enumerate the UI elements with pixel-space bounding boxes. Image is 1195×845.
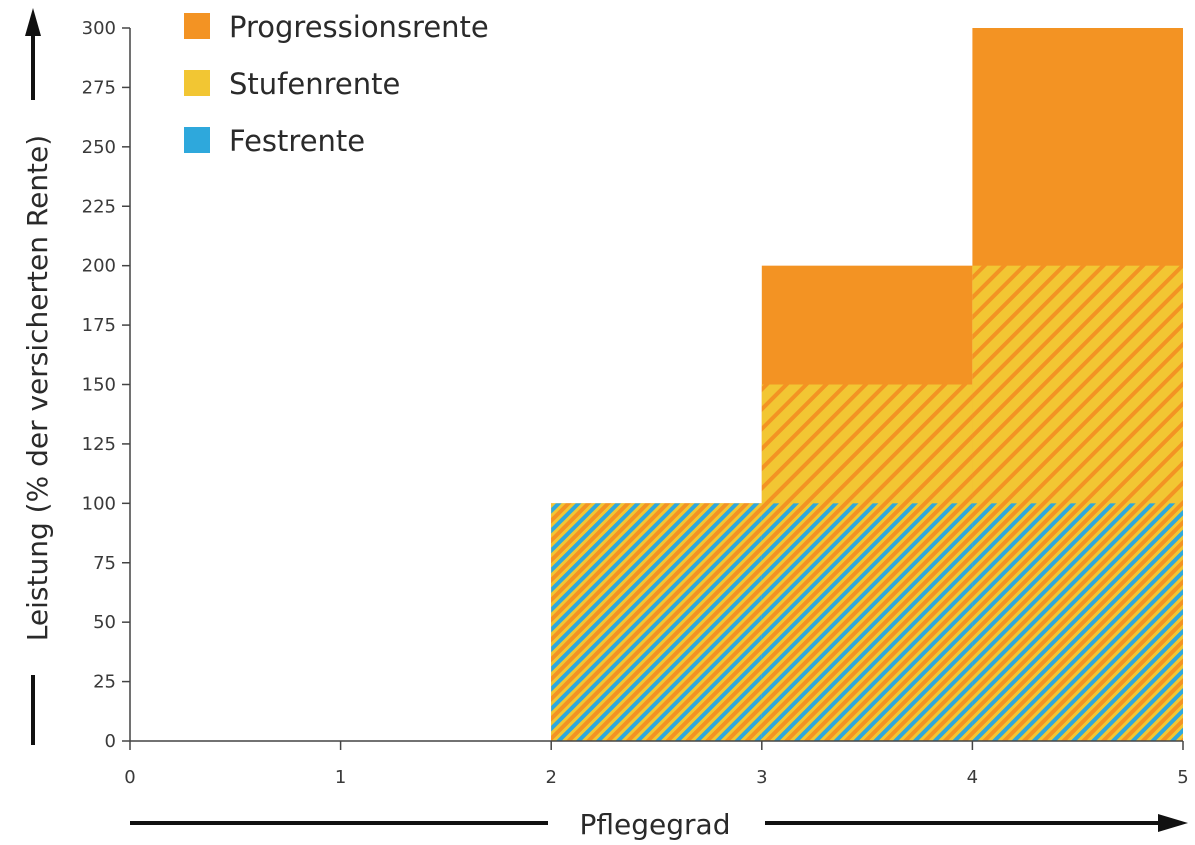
area-festrente-segment [972,503,1183,741]
y-tick-label: 50 [93,612,116,633]
y-tick-label: 300 [82,18,116,39]
x-tick-label: 2 [545,767,556,788]
x-ticks: 0 1 2 3 4 5 [124,741,1189,788]
x-tick-label: 3 [756,767,767,788]
legend-swatch-festrente [184,127,210,153]
y-tick-label: 75 [93,553,116,574]
x-axis-title: Pflegegrad [580,808,731,841]
legend-label-festrente: Festrente [229,124,365,158]
legend: Progressionsrente Stufenrente Festrente [184,10,489,158]
y-tick-label: 125 [82,434,116,455]
area-festrente-segment [761,503,973,741]
y-tick-label: 100 [82,493,116,514]
x-tick-label: 5 [1177,767,1188,788]
y-tick-label: 200 [82,256,116,277]
y-axis-title-group: Leistung (% der versicherten Rente) [21,8,54,745]
x-tick-label: 0 [124,767,135,788]
y-tick-label: 150 [82,375,116,396]
x-arrow-head-icon [1158,814,1188,832]
y-tick-label: 250 [82,137,116,158]
area-festrente-segment [551,503,762,741]
legend-label-progressionsrente: Progressionsrente [229,10,489,44]
legend-swatch-progressionsrente [184,13,210,39]
y-tick-label: 175 [82,315,116,336]
chart-areas [551,28,1183,741]
y-ticks: 0 25 50 75 100 125 150 175 200 225 250 275 300 [82,18,130,752]
legend-label-stufenrente: Stufenrente [229,67,400,101]
x-axis-title-group: Pflegegrad [130,808,1188,841]
y-arrow-head-icon [25,8,41,36]
y-axis-title: Leistung (% der versicherten Rente) [21,135,54,641]
y-tick-label: 0 [105,731,116,752]
y-tick-label: 25 [93,672,116,693]
x-tick-label: 1 [335,767,346,788]
legend-swatch-stufenrente [184,70,210,96]
x-tick-label: 4 [967,767,978,788]
y-tick-label: 225 [82,196,116,217]
y-tick-label: 275 [82,77,116,98]
